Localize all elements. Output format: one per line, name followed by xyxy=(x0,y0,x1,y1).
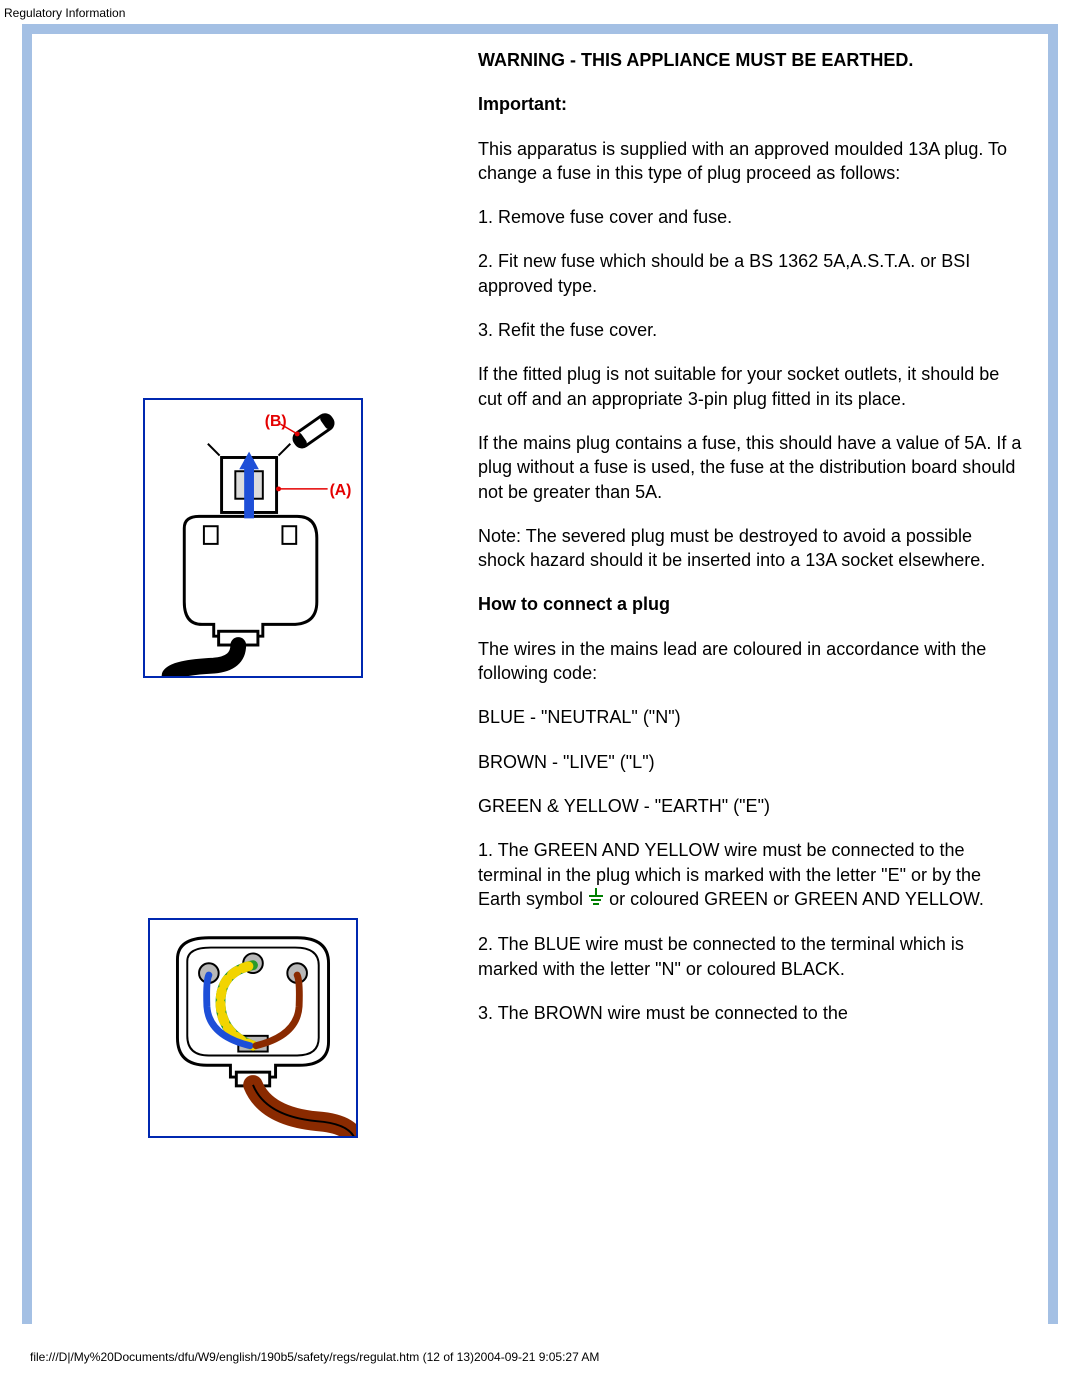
label-a: (A) xyxy=(330,482,352,499)
code-brown: BROWN - "LIVE" ("L") xyxy=(478,750,1022,774)
step-2: 2. Fit new fuse which should be a BS 136… xyxy=(478,249,1022,298)
fuse-5a-paragraph: If the mains plug contains a fuse, this … xyxy=(478,431,1022,504)
important-label: Important: xyxy=(478,92,1022,116)
content-panel: (B) (A) xyxy=(32,34,1048,1324)
wire-instruction-1: 1. The GREEN AND YELLOW wire must be con… xyxy=(478,838,1022,912)
figures-column: (B) (A) xyxy=(58,48,448,1310)
text-column: WARNING - THIS APPLIANCE MUST BE EARTHED… xyxy=(478,48,1022,1310)
severed-plug-note: Note: The severed plug must be destroyed… xyxy=(478,524,1022,573)
intro-paragraph: This apparatus is supplied with an appro… xyxy=(478,137,1022,186)
page-frame: (B) (A) xyxy=(22,24,1058,1324)
step-3: 3. Refit the fuse cover. xyxy=(478,318,1022,342)
code-green-yellow: GREEN & YELLOW - "EARTH" ("E") xyxy=(478,794,1022,818)
wire-instruction-2: 2. The BLUE wire must be connected to th… xyxy=(478,932,1022,981)
step-1: 1. Remove fuse cover and fuse. xyxy=(478,205,1022,229)
warning-heading: WARNING - THIS APPLIANCE MUST BE EARTHED… xyxy=(478,48,1022,72)
wires-intro: The wires in the mains lead are coloured… xyxy=(478,637,1022,686)
how-to-connect-heading: How to connect a plug xyxy=(478,592,1022,616)
wiring-diagram-svg xyxy=(150,920,356,1136)
fuse-diagram-svg: (B) (A) xyxy=(145,400,361,676)
earth-symbol-icon xyxy=(588,888,604,912)
unsuitable-plug-paragraph: If the fitted plug is not suitable for y… xyxy=(478,362,1022,411)
wire1-post: or coloured GREEN or GREEN AND YELLOW. xyxy=(609,889,984,909)
wiring-diagram-figure xyxy=(148,918,358,1138)
fuse-diagram-figure: (B) (A) xyxy=(143,398,363,678)
footer-file-path: file:///D|/My%20Documents/dfu/W9/english… xyxy=(0,1324,1080,1372)
code-blue: BLUE - "NEUTRAL" ("N") xyxy=(478,705,1022,729)
wire-instruction-3: 3. The BROWN wire must be connected to t… xyxy=(478,1001,1022,1025)
label-b: (B) xyxy=(265,413,287,430)
page-header-title: Regulatory Information xyxy=(0,0,1080,24)
